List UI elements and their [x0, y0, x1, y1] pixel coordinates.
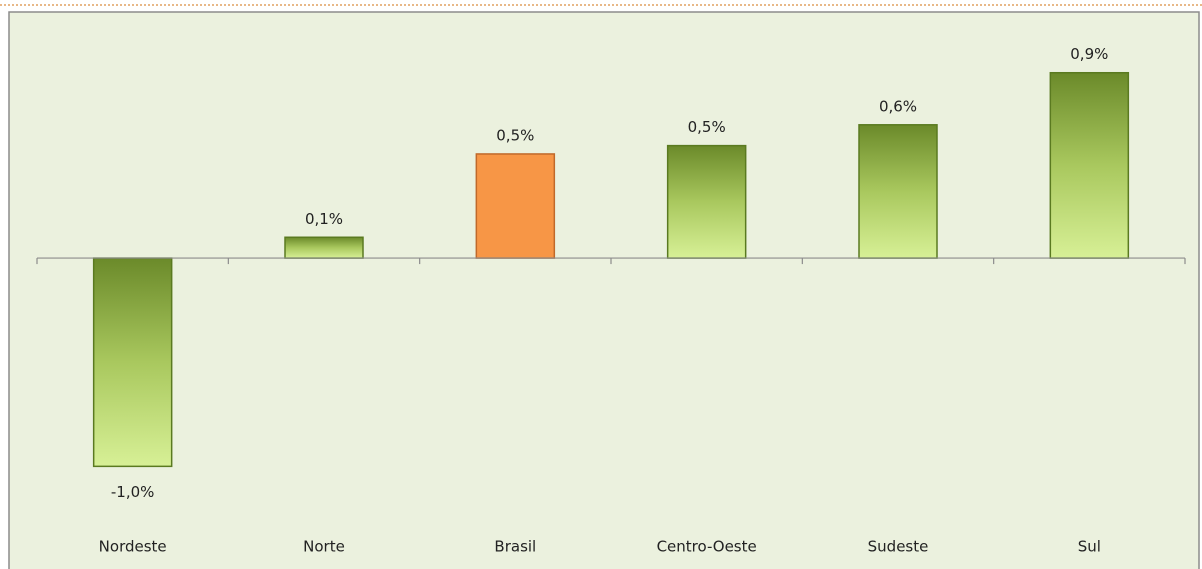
bar	[666, 144, 747, 259]
x-tick-label: Centro-Oeste	[657, 538, 757, 556]
x-tick-label: Norte	[303, 538, 345, 556]
x-tick-label: Nordeste	[99, 538, 167, 556]
bar	[284, 236, 364, 259]
bar	[858, 124, 938, 259]
bar	[475, 153, 556, 259]
plot-background	[8, 11, 1200, 569]
data-label: 0,9%	[1070, 45, 1108, 63]
data-label: -1,0%	[111, 483, 155, 501]
x-tick-label: Sudeste	[868, 538, 929, 556]
bar	[1049, 71, 1130, 259]
bar	[92, 257, 173, 468]
data-label: 0,5%	[496, 126, 534, 144]
x-tick-label: Brasil	[494, 538, 536, 556]
data-label: 0,1%	[305, 210, 343, 228]
data-label: 0,5%	[688, 118, 726, 136]
data-label: 0,6%	[879, 97, 917, 115]
x-tick-label: Sul	[1078, 538, 1101, 556]
